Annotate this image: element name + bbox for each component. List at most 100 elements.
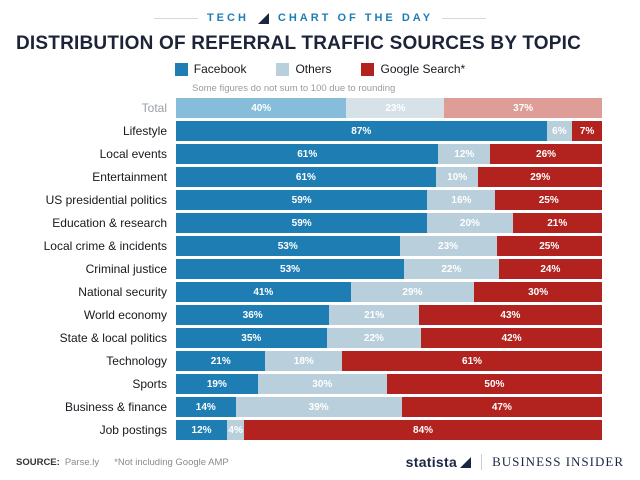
kicker: TECH CHART OF THE DAY <box>14 12 626 24</box>
stacked-bar: 53% 23% 25% <box>176 236 602 256</box>
bar-segment-others: 16% <box>427 190 496 210</box>
kicker-tech-label: TECH <box>206 12 249 24</box>
bar-segment-google-search: 37% <box>444 98 602 118</box>
bar-segment-others: 4% <box>227 420 245 440</box>
bar-segment-google-search: 30% <box>474 282 602 302</box>
chart-row: Business & finance 14% 39% 47% <box>14 397 602 417</box>
bar-segment-facebook: 21% <box>176 351 266 371</box>
bar-segment-others: 21% <box>329 305 419 325</box>
bar-segment-google-search: 29% <box>478 167 602 187</box>
bar-segment-others: 23% <box>399 236 497 256</box>
bar-segment-google-search: 42% <box>421 328 602 348</box>
stacked-bar: 59% 20% 21% <box>176 213 602 233</box>
bar-segment-facebook: 40% <box>176 98 347 118</box>
brand-logos: statista BUSINESS INSIDER <box>406 454 624 470</box>
kicker-line-right <box>442 17 487 19</box>
bar-segment-facebook: 61% <box>176 144 439 164</box>
chart-row: State & local politics 35% 22% 42% <box>14 328 602 348</box>
legend-swatch-facebook-icon <box>174 62 188 76</box>
category-label: US presidential politics <box>45 193 167 207</box>
statista-logo: statista <box>406 454 472 470</box>
bar-segment-google-search: 50% <box>386 374 602 394</box>
bar-segment-facebook: 35% <box>176 328 327 348</box>
chart-row: Criminal justice 53% 22% 24% <box>14 259 602 279</box>
stacked-bar: 36% 21% 43% <box>176 305 602 325</box>
bar-segment-facebook: 59% <box>176 190 428 210</box>
bar-segment-facebook: 53% <box>176 236 400 256</box>
bar-segment-google-search: 47% <box>401 397 602 417</box>
bar-segment-others: 22% <box>404 259 499 279</box>
chart-row: Lifestyle 87% 6% 7% <box>14 121 602 141</box>
legend-item-google-search: Google Search* <box>361 62 465 76</box>
bar-segment-others: 20% <box>427 213 513 233</box>
stacked-bar: 41% 29% 30% <box>176 282 602 302</box>
stacked-bar: 12% 4% 84% <box>176 420 602 440</box>
bar-segment-facebook: 59% <box>176 213 428 233</box>
source-value: Parse.ly <box>64 456 100 468</box>
chart-rows: Total 40% 23% 37% Lifestyle 87% 6% 7% Local even… <box>14 98 626 443</box>
chart-row: Technology 21% 18% 61% <box>14 351 602 371</box>
stacked-bar: 87% 6% 7% <box>176 121 602 141</box>
legend-label: Google Search* <box>380 62 466 76</box>
chart-row: National security 41% 29% 30% <box>14 282 602 302</box>
chart-row: US presidential politics 59% 16% 25% <box>14 190 602 210</box>
bar-segment-others: 30% <box>257 374 387 394</box>
legend-swatch-others-icon <box>276 62 290 76</box>
footer: SOURCE: Parse.ly *Not including Google A… <box>14 450 626 472</box>
chart-row: Entertainment 61% 10% 29% <box>14 167 602 187</box>
bar-segment-facebook: 14% <box>176 397 236 417</box>
stacked-bar: 19% 30% 50% <box>176 374 602 394</box>
bar-segment-others: 39% <box>235 397 402 417</box>
stacked-bar: 59% 16% 25% <box>176 190 602 210</box>
bar-segment-others: 10% <box>435 167 479 187</box>
legend-item-facebook: Facebook <box>174 62 247 76</box>
bar-segment-facebook: 12% <box>176 420 228 440</box>
bar-segment-google-search: 24% <box>498 259 602 279</box>
kicker-chart-of-the-day-label: CHART OF THE DAY <box>277 12 434 24</box>
category-label: Total <box>141 101 167 115</box>
kicker-line-left <box>153 17 198 19</box>
bar-segment-facebook: 61% <box>176 167 436 187</box>
category-label: State & local politics <box>59 331 167 345</box>
chart-legend: Facebook Others Google Search* <box>14 62 626 76</box>
source-line: SOURCE: Parse.ly *Not including Google A… <box>16 457 229 468</box>
bar-segment-google-search: 43% <box>418 305 602 325</box>
bar-segment-google-search: 84% <box>244 420 602 440</box>
bar-segment-google-search: 26% <box>490 144 602 164</box>
category-label: Technology <box>106 354 167 368</box>
bar-segment-facebook: 87% <box>176 121 547 141</box>
bar-segment-facebook: 36% <box>176 305 330 325</box>
category-label: Local crime & incidents <box>43 239 167 253</box>
brand-divider <box>481 454 483 470</box>
category-label: Education & research <box>52 216 167 230</box>
stacked-bar: 53% 22% 24% <box>176 259 602 279</box>
category-label: National security <box>78 285 167 299</box>
legend-item-others: Others <box>276 62 331 76</box>
chart-row: Job postings 12% 4% 84% <box>14 420 602 440</box>
category-label: World economy <box>83 308 167 322</box>
page-title: DISTRIBUTION OF REFERRAL TRAFFIC SOURCES… <box>16 33 582 54</box>
category-label: Local events <box>99 147 167 161</box>
rounding-note: Some figures do not sum to 100 due to ro… <box>192 83 396 94</box>
bar-segment-facebook: 19% <box>176 374 258 394</box>
bar-segment-google-search: 7% <box>572 121 602 141</box>
legend-label: Facebook <box>193 62 247 76</box>
chart-row: World economy 36% 21% 43% <box>14 305 602 325</box>
statista-logo-mark-icon <box>460 456 472 468</box>
statista-mark-icon <box>257 12 269 24</box>
stacked-bar: 21% 18% 61% <box>176 351 602 371</box>
bar-segment-facebook: 41% <box>176 282 351 302</box>
source-label: SOURCE: <box>16 456 60 468</box>
stacked-bar: 14% 39% 47% <box>176 397 602 417</box>
legend-swatch-google-search-icon <box>361 62 375 76</box>
bar-segment-google-search: 61% <box>342 351 602 371</box>
legend-label: Others <box>295 62 332 76</box>
bar-segment-google-search: 25% <box>496 236 602 256</box>
chart-row: Local events 61% 12% 26% <box>14 144 602 164</box>
bar-segment-others: 22% <box>326 328 422 348</box>
bar-segment-others: 12% <box>438 144 491 164</box>
chart-row: Education & research 59% 20% 21% <box>14 213 602 233</box>
bar-segment-others: 29% <box>350 282 475 302</box>
chart-row: Total 40% 23% 37% <box>14 98 602 118</box>
chart-row: Local crime & incidents 53% 23% 25% <box>14 236 602 256</box>
